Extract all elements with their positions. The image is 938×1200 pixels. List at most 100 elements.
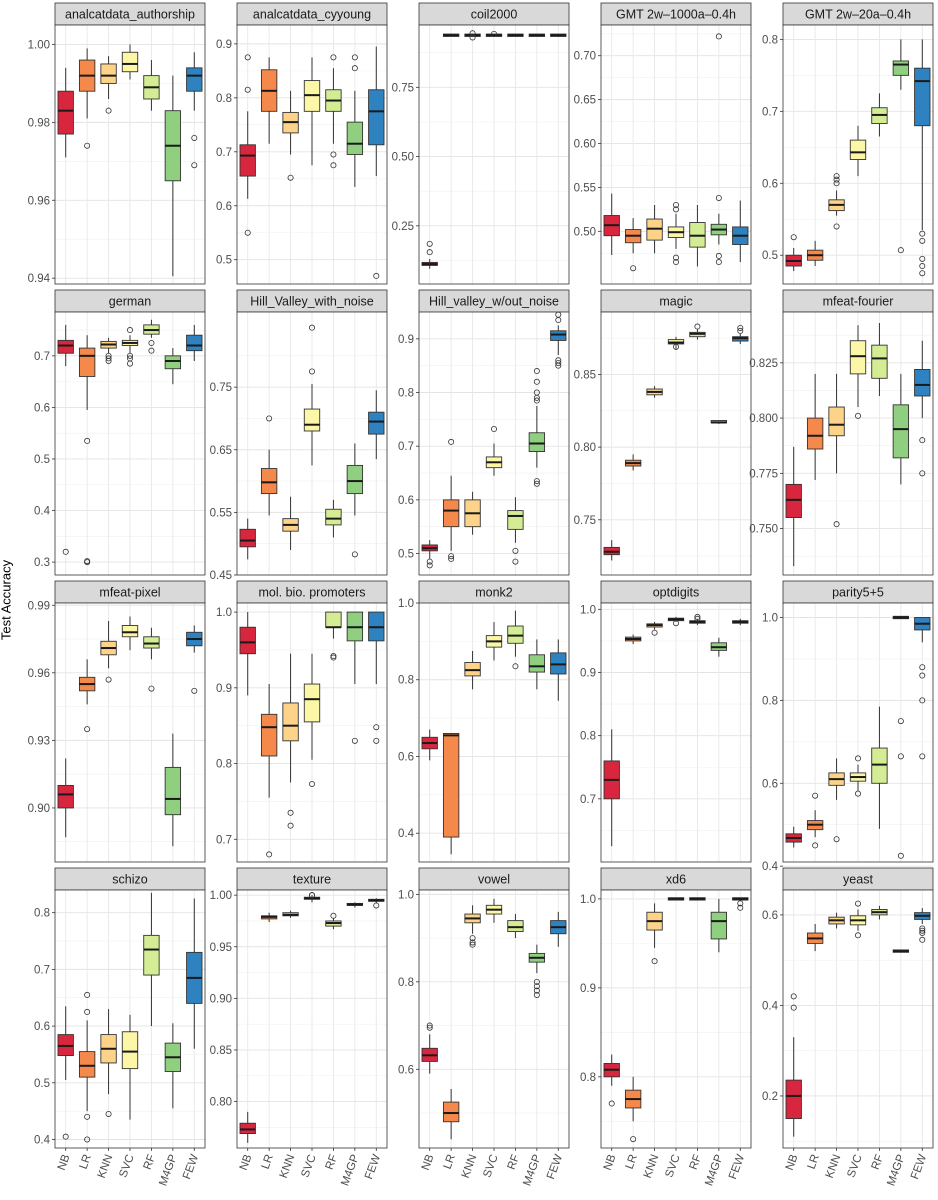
- box-nb: [603, 729, 620, 847]
- box-lr: [442, 438, 460, 562]
- panel-border: [600, 24, 752, 285]
- panel-border: [418, 24, 570, 285]
- box-svc: [849, 900, 867, 939]
- box-svc: [485, 898, 503, 923]
- box-body: [57, 784, 74, 809]
- box-few: [550, 33, 567, 37]
- outlier-point: [919, 936, 926, 943]
- y-tick-label: 0.50: [574, 226, 596, 238]
- outlier-point: [84, 991, 91, 998]
- facet-title: optdigits: [653, 586, 700, 600]
- y-tick-label: 0.25: [392, 221, 414, 233]
- box-knn: [282, 496, 299, 550]
- outlier-point: [469, 30, 476, 37]
- outlier-point: [694, 613, 701, 620]
- y-tick-label: 0.800: [749, 413, 778, 425]
- outlier-point: [244, 86, 251, 93]
- box-knn: [464, 905, 481, 948]
- outlier-point: [266, 851, 273, 858]
- facet-panel: texture 0.80 0.85 0.90 0.95 1.00 NB LR KNN SVC RF M…: [210, 867, 388, 1188]
- outlier-point: [608, 1100, 615, 1107]
- box-nb: [239, 518, 256, 560]
- outlier-point: [105, 1110, 112, 1117]
- box-lr: [260, 57, 278, 144]
- y-tick-label: 0.8: [398, 388, 414, 400]
- outlier-point: [351, 65, 358, 72]
- box-rf: [871, 323, 888, 396]
- x-tick-label: M4GP: [339, 1153, 362, 1188]
- box-knn: [282, 910, 299, 918]
- outlier-point: [84, 142, 91, 149]
- outlier-point: [919, 437, 926, 444]
- x-tick-label: FEW: [545, 1153, 565, 1181]
- box-svc: [667, 201, 685, 266]
- outlier-point: [490, 30, 497, 37]
- box-lr: [260, 912, 278, 922]
- outlier-point: [330, 654, 337, 661]
- facet-title: mfeat-fourier: [823, 295, 894, 309]
- outlier-point: [512, 558, 519, 565]
- facet-panel: analcatdata_cyyoung 0.5 0.6 0.7 0.8 0.9: [216, 2, 388, 285]
- box-body: [892, 60, 910, 76]
- box-m4gp: [710, 420, 728, 424]
- box-nb: [421, 540, 438, 569]
- box-m4gp: [164, 75, 182, 277]
- outlier-point: [855, 755, 862, 762]
- outlier-point: [630, 1136, 637, 1143]
- box-nb: [421, 729, 438, 761]
- y-tick-label: 0.775: [749, 468, 778, 480]
- box-knn: [828, 758, 845, 843]
- y-tick-label: 0.96: [28, 195, 50, 207]
- box-m4gp: [346, 902, 364, 908]
- facet-panel: magic 0.75 0.80 0.85: [574, 289, 752, 576]
- outlier-point: [737, 327, 744, 334]
- box-nb: [785, 826, 802, 848]
- x-tick-label: KNN: [460, 1153, 480, 1180]
- box-few: [732, 200, 749, 263]
- outlier-point: [330, 653, 337, 660]
- y-tick-label: 0.55: [574, 182, 596, 194]
- box-body: [368, 411, 385, 435]
- outlier-point: [790, 234, 797, 241]
- box-nb: [239, 1111, 256, 1143]
- box-body: [303, 683, 321, 723]
- y-tick-label: 0.65: [574, 95, 596, 107]
- y-tick-label: 0.8: [580, 731, 596, 743]
- x-tick-label: LR: [806, 1153, 822, 1171]
- box-svc: [303, 57, 321, 166]
- y-tick-label: 0.70: [574, 51, 596, 63]
- box-body: [871, 747, 888, 784]
- y-tick-label: 0.6: [34, 402, 50, 414]
- outlier-point: [469, 34, 476, 41]
- x-tick-label: SVC: [117, 1153, 136, 1179]
- box-lr: [806, 240, 824, 267]
- x-tick-label: KNN: [96, 1153, 116, 1180]
- box-body: [325, 611, 342, 628]
- box-few: [914, 340, 931, 477]
- box-m4gp: [164, 348, 182, 385]
- box-few: [550, 311, 567, 369]
- x-tick-label: FEW: [363, 1153, 383, 1181]
- box-lr: [78, 48, 96, 149]
- outlier-point: [308, 368, 315, 375]
- outlier-point: [833, 836, 840, 843]
- y-tick-label: 0.6: [398, 1064, 414, 1076]
- box-few: [914, 617, 931, 760]
- box-body: [303, 408, 321, 432]
- box-few: [732, 897, 749, 911]
- y-tick-label: 0.5: [398, 549, 414, 561]
- y-axis-label: Test Accuracy: [0, 559, 14, 641]
- outlier-point: [919, 230, 926, 237]
- outlier-point: [84, 437, 91, 444]
- y-tick-label: 0.6: [398, 495, 414, 507]
- y-tick-label: 1.0: [216, 607, 232, 619]
- box-rf: [871, 93, 888, 137]
- box-lr: [260, 415, 278, 516]
- box-body: [78, 1051, 96, 1078]
- outlier-point: [919, 930, 926, 937]
- outlier-point: [469, 939, 476, 946]
- box-lr: [624, 634, 642, 645]
- x-tick-label: M4GP: [157, 1153, 180, 1188]
- outlier-point: [533, 480, 540, 487]
